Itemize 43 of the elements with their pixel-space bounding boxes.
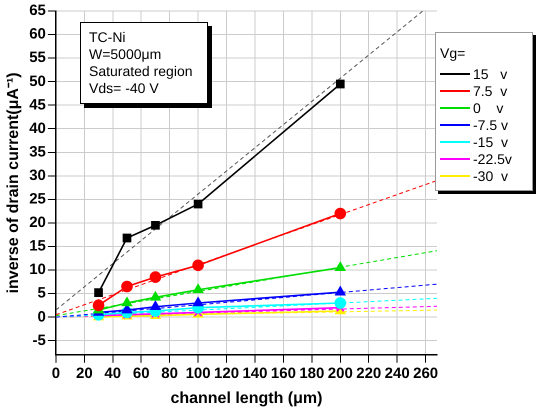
legend-label: 7.5 v: [473, 82, 508, 98]
y-tick-label: 5: [38, 284, 46, 302]
x-tick-label: 140: [242, 364, 268, 382]
y-tick-label: 45: [29, 96, 46, 114]
annotation: Saturated region: [89, 63, 193, 80]
y-tick-label: 0: [38, 308, 46, 326]
legend-label: -30 v: [473, 168, 508, 184]
x-tick-label: 120: [214, 364, 240, 382]
x-tick-label: 200: [328, 364, 353, 382]
y-tick-label: 55: [29, 49, 46, 66]
y-tick-label: 10: [29, 261, 46, 278]
y-tick-label: 40: [29, 120, 46, 137]
legend-label: -22.5v: [473, 150, 512, 166]
annotation: Vds= -40 V: [89, 80, 160, 97]
y-tick-label: 25: [29, 190, 46, 208]
x-tick-label: 60: [132, 364, 150, 382]
y-tick-label: 15: [29, 238, 46, 255]
y-tick-label: 65: [29, 2, 46, 20]
y-tick-label: 35: [29, 143, 46, 160]
x-tick-label: 80: [161, 364, 178, 382]
legend-title: Vg=: [440, 45, 466, 61]
x-tick-label: 260: [413, 364, 438, 382]
x-tick-label: 160: [270, 364, 296, 382]
x-tick-label: 40: [104, 364, 122, 382]
x-tick-label: 180: [299, 364, 324, 382]
legend-label: -7.5 v: [473, 116, 508, 132]
y-axis-title: inverse of drain current(μA⁻¹): [5, 72, 22, 294]
y-tick-label: 30: [29, 166, 46, 184]
y-tick-label: 50: [29, 72, 46, 90]
y-tick-label: -5: [32, 332, 46, 349]
y-tick-label: 60: [29, 26, 46, 43]
x-tick-label: 220: [356, 364, 382, 382]
legend-label: 0 v: [473, 100, 504, 116]
x-tick-label: 240: [384, 364, 410, 382]
y-tick-label: 20: [29, 214, 46, 232]
legend-label: 15 v: [473, 66, 508, 82]
legend-label: -15 v: [473, 134, 508, 150]
x-tick-label: 100: [186, 364, 211, 382]
x-tick-label: 0: [52, 364, 60, 382]
annotation: W=5000μm: [89, 46, 162, 63]
annotation: TC-Ni: [89, 29, 127, 46]
x-tick-label: 20: [76, 364, 93, 382]
x-axis-title: channel length (μm): [170, 390, 322, 407]
